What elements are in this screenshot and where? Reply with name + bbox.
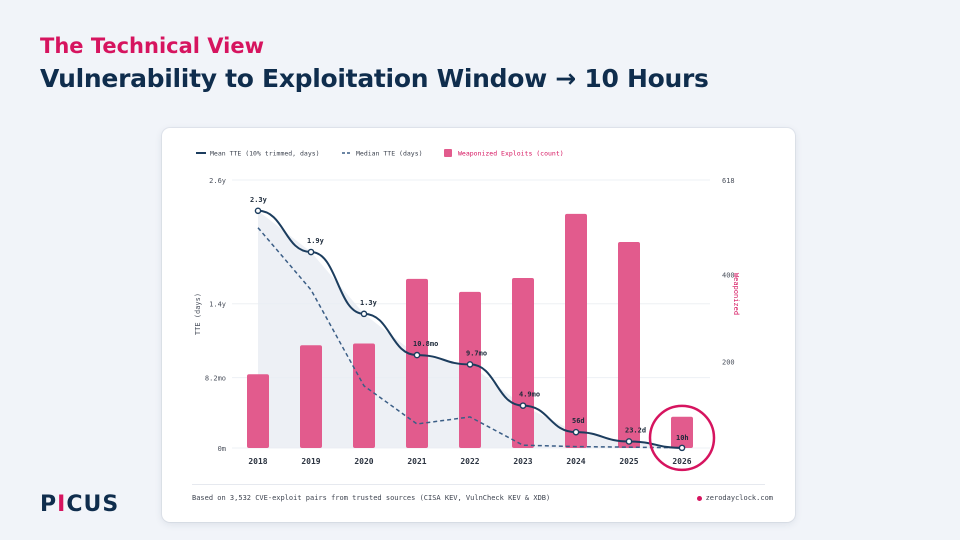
y-right-tick-label: 618 [722, 177, 735, 185]
bar-2018 [247, 374, 269, 448]
mean-point-2021 [413, 351, 421, 359]
source-link[interactable]: zerodayclock.com [705, 494, 773, 502]
source-dot-icon [696, 495, 702, 501]
legend-label: Mean TTE (10% trimmed, days) [210, 150, 320, 158]
y-left-axis-label: TTE (days) [194, 293, 202, 335]
x-tick-label: 2019 [301, 457, 320, 466]
chart-card: 2.6y 1.4y 8.2mo 0m 618 400 200 TTE (days) Weapon… [162, 128, 795, 522]
y-left-tick-label: 2.6y [209, 177, 226, 185]
highlight-ring [648, 404, 716, 472]
mean-data-label: 9.7mo [466, 349, 487, 357]
x-tick-label: 2025 [619, 457, 638, 466]
y-left-tick-label: 0m [218, 445, 226, 453]
mean-point-2023 [519, 402, 527, 409]
chart-footnote: Based on 3,532 CVE-exploit pairs from tr… [192, 494, 551, 502]
legend-label: Median TTE (days) [356, 150, 423, 158]
x-tick-label: 2023 [513, 457, 532, 466]
mean-data-label: 23.2d [625, 426, 646, 434]
mean-data-label: 10h [676, 434, 689, 442]
x-tick-label: 2022 [460, 457, 479, 466]
bar-2023 [512, 278, 534, 448]
legend-label: Weaponized Exploits (count) [458, 150, 564, 158]
legend-bar-swatch [444, 149, 452, 157]
tte-chart: 2.6y 1.4y 8.2mo 0m 618 400 200 TTE (days) Weapon… [194, 149, 740, 472]
mean-point-2020 [360, 310, 368, 318]
mean-point-2024 [572, 428, 580, 436]
bar-2025 [618, 242, 640, 448]
x-tick-label: 2018 [248, 457, 267, 466]
bar-2024 [565, 213, 587, 448]
median-tte-line [257, 227, 683, 449]
mean-data-label: 1.3y [360, 299, 378, 307]
page-title: Vulnerability to Exploitation Window → 1… [40, 64, 709, 93]
mean-data-label: 2.3y [250, 196, 268, 204]
mean-data-label: 56d [572, 417, 585, 425]
bar-2019 [300, 345, 322, 448]
mean-point-2022 [466, 361, 474, 368]
picus-logo: PICUS [40, 492, 120, 517]
kicker-title: The Technical View [40, 34, 265, 58]
mean-tte-line [257, 209, 683, 449]
x-tick-label: 2024 [566, 457, 585, 466]
y-left-tick-label: 8.2mo [205, 375, 226, 383]
mean-point-2025 [625, 438, 633, 445]
y-right-tick-label: 200 [722, 358, 735, 366]
bar-2026 [671, 416, 693, 448]
mean-point-2019 [307, 248, 315, 256]
bar-2020 [353, 343, 375, 448]
bar-2022 [459, 291, 481, 448]
mean-point-2018 [254, 207, 262, 215]
mean-point-2026 [678, 444, 686, 452]
x-tick-label: 2021 [407, 457, 426, 466]
mean-data-label: 1.9y [307, 237, 325, 245]
chart-source[interactable]: zerodayclock.com [696, 494, 773, 502]
mean-data-label: 10.8mo [413, 340, 438, 348]
x-tick-label: 2020 [354, 457, 373, 466]
y-right-axis-label: Weaponized [732, 273, 740, 315]
y-right-tick-label: 400 [722, 272, 735, 280]
x-tick-label: 2026 [672, 457, 691, 466]
bar-2021 [406, 278, 428, 448]
y-left-tick-label: 1.4y [209, 301, 226, 309]
card-divider [192, 484, 765, 485]
mean-data-label: 4.9mo [519, 391, 540, 399]
